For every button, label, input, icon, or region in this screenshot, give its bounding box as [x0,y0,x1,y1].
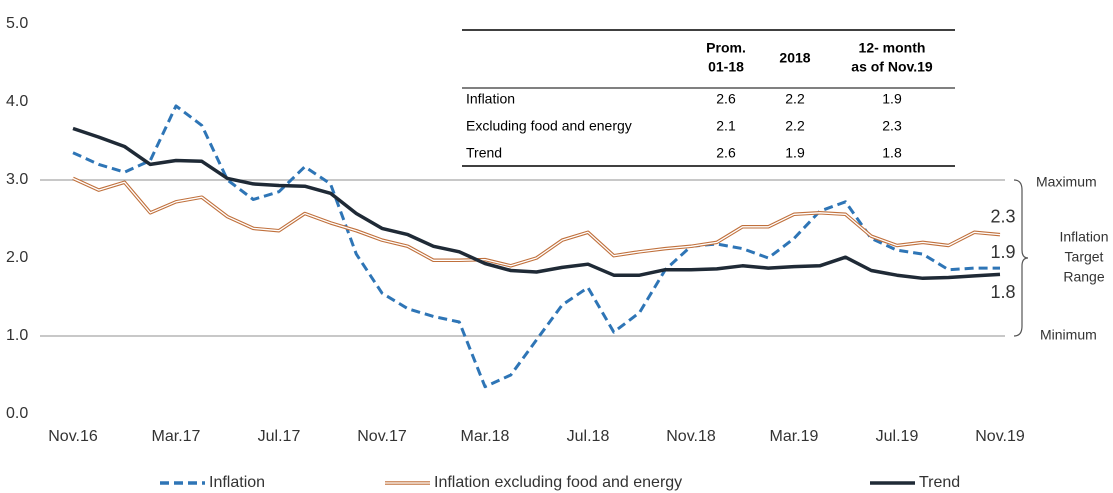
y-tick-label: 1.0 [6,327,28,344]
table-cell: 2.6 [716,91,736,107]
table-header: as of Nov.19 [851,59,933,75]
table-cell: 2.3 [882,118,902,134]
table-cell: 1.9 [882,91,902,107]
range-label: Target [1065,249,1104,265]
y-tick-label: 3.0 [6,171,28,188]
x-tick-label: Mar.17 [152,428,201,445]
x-tick-label: Mar.18 [461,428,510,445]
max-label: Maximum [1036,174,1097,190]
x-tick-label: Jul.19 [876,428,919,445]
x-tick-label: Mar.19 [770,428,819,445]
table-header: 12- month [859,40,926,56]
y-tick-label: 5.0 [6,15,28,32]
series-line [72,104,1000,389]
x-tick-label: Jul.17 [258,428,301,445]
x-tick-label: Nov.18 [666,428,716,445]
table-header: 2018 [779,50,810,66]
table-header: 01-18 [708,59,744,75]
y-tick-label: 4.0 [6,93,28,110]
x-tick-label: Jul.18 [567,428,610,445]
value-label: 1.9 [990,242,1015,262]
legend-label: Inflation [209,474,265,491]
x-tick-label: Nov.17 [357,428,407,445]
table-cell: 2.1 [716,118,736,134]
y-tick-label: 2.0 [6,249,28,266]
x-tick-label: Nov.16 [48,428,98,445]
table-row-label: Inflation [466,91,515,107]
table-cell: 2.6 [716,145,736,161]
table-header: Prom. [706,40,746,56]
x-tick-label: Nov.19 [975,428,1025,445]
table-row-label: Excluding food and energy [466,118,632,134]
value-label: 2.3 [990,206,1015,226]
y-tick-label: 0.0 [6,405,28,422]
table-cell: 2.2 [785,118,805,134]
range-label: Range [1063,269,1104,285]
series-line-core [72,177,1001,267]
legend-label: Inflation excluding food and energy [434,474,682,491]
range-bracket [1013,179,1029,337]
table-cell: 2.2 [785,91,805,107]
value-label: 1.8 [990,282,1015,302]
min-label: Minimum [1040,327,1097,343]
table-cell: 1.8 [882,145,902,161]
table-row-label: Trend [466,145,502,161]
series-line [72,126,1001,281]
table-cell: 1.9 [785,145,805,161]
legend-label: Trend [919,474,960,491]
range-label: Inflation [1059,229,1108,245]
